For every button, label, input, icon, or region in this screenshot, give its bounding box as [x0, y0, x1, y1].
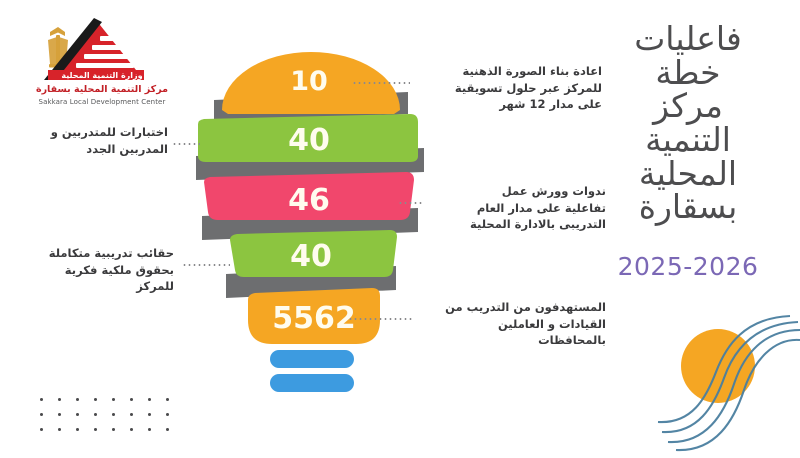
- grid-dot: [94, 413, 97, 416]
- grid-dot: [166, 398, 169, 401]
- grid-dot: [76, 398, 79, 401]
- callout-1-line-1: اعادة بناء الصورة الذهنية: [462, 64, 602, 78]
- callout-label-1: اعادة بناء الصورة الذهنية للمركز عبر حلو…: [420, 63, 602, 113]
- callout-2-line-2: المدربين الجدد: [86, 141, 168, 156]
- dot-grid-decoration: [40, 398, 190, 444]
- callout-label-3: ندوات وورش عمل تفاعلية على مدار العام ال…: [432, 183, 606, 233]
- title-line-4: التنمية: [645, 119, 731, 159]
- callout-4-line-1: حقائب تدريبية متكاملة: [48, 246, 174, 260]
- organization-logo: وزارة التنمية المحلية مركز التنمية المحل…: [32, 14, 172, 114]
- page-title: فاعليات خطة مركز التنمية المحلية بسقارة: [598, 22, 778, 224]
- bulb-base-bar-2: [270, 374, 354, 392]
- title-line-3: مركز: [653, 86, 723, 126]
- funnel-segment-3[interactable]: 46: [204, 172, 414, 220]
- grid-dot: [40, 413, 43, 416]
- grid-dot: [112, 413, 115, 416]
- title-line-6: بسقارة: [638, 187, 738, 227]
- funnel-segment-3-value: 46: [288, 183, 330, 218]
- title-year: 2025-2026: [617, 252, 759, 281]
- grid-dot: [40, 428, 43, 431]
- logo-center-name-ar: مركز التنمية المحلية بسقارة: [35, 84, 168, 95]
- callout-3-line-3: التدريبى بالادارة المحلية: [470, 217, 606, 232]
- logo-pyramid-icon: [44, 18, 144, 80]
- funnel-segment-4-value: 40: [290, 239, 332, 274]
- callout-5-line-1: المستهدفون من التدريب من: [445, 300, 606, 314]
- grid-dot: [76, 413, 79, 416]
- grid-dot: [58, 398, 61, 401]
- grid-dot: [76, 428, 79, 431]
- title-line-2: خطة: [655, 52, 721, 92]
- grid-dot: [130, 428, 133, 431]
- callout-1-line-2: للمركز عبر حلول تسويقية: [454, 80, 602, 95]
- title-line-1: فاعليات: [634, 19, 742, 58]
- title-line-5: المحلية: [638, 153, 738, 193]
- logo-center-name-en: Sakkara Local Development Center: [38, 98, 166, 106]
- callout-label-2: اختبارات للمتدربين و المدربين الجدد: [20, 124, 168, 157]
- wave-lines-decoration: [640, 294, 800, 454]
- grid-dot: [40, 398, 43, 401]
- grid-dot: [148, 398, 151, 401]
- funnel-segment-4[interactable]: 40: [230, 230, 397, 277]
- grid-dot: [166, 428, 169, 431]
- grid-dot: [148, 413, 151, 416]
- grid-dot: [130, 398, 133, 401]
- funnel-segment-5[interactable]: 5562: [248, 288, 380, 344]
- funnel-segment-5-value: 5562: [272, 301, 356, 336]
- callout-5-line-3: بالمحافظات: [538, 333, 606, 348]
- funnel-segment-2-value: 40: [288, 123, 330, 158]
- callout-5-line-2: القيادات و العاملين: [497, 316, 606, 331]
- leader-line-1: [352, 82, 410, 84]
- logo-ministry-text: وزارة التنمية المحلية: [61, 71, 143, 80]
- funnel-segment-1-value: 10: [290, 66, 328, 97]
- leader-line-4: [182, 264, 230, 266]
- leader-line-2: [172, 143, 200, 145]
- callout-4-line-2: بحقوق ملكية فكرية: [64, 262, 174, 277]
- bulb-base-bars: [270, 350, 354, 392]
- callout-label-5: المستهدفون من التدريب من القيادات و العا…: [422, 299, 606, 349]
- grid-dot: [112, 398, 115, 401]
- callout-3-line-1: ندوات وورش عمل: [501, 184, 606, 198]
- grid-dot: [166, 413, 169, 416]
- grid-dot: [130, 413, 133, 416]
- callout-4-line-3: للمركز: [136, 279, 174, 294]
- bulb-base-bar-1: [270, 350, 354, 368]
- leader-line-5: [348, 318, 414, 320]
- funnel-segment-1[interactable]: 10: [222, 52, 400, 114]
- leader-line-3: [398, 202, 424, 204]
- grid-dot: [94, 398, 97, 401]
- lightbulb-funnel-chart: 10 40 46 40 5562: [196, 52, 426, 392]
- grid-dot: [148, 428, 151, 431]
- callout-1-line-3: على مدار 12 شهر: [499, 97, 602, 112]
- grid-dot: [58, 413, 61, 416]
- grid-dot: [58, 428, 61, 431]
- funnel-segment-2[interactable]: 40: [198, 114, 418, 162]
- grid-dot: [112, 428, 115, 431]
- callout-label-4: حقائب تدريبية متكاملة بحقوق ملكية فكرية …: [24, 245, 174, 295]
- callout-2-line-1: اختبارات للمتدربين و: [50, 125, 168, 139]
- grid-dot: [94, 428, 97, 431]
- callout-3-line-2: تفاعلية على مدار العام: [476, 200, 606, 215]
